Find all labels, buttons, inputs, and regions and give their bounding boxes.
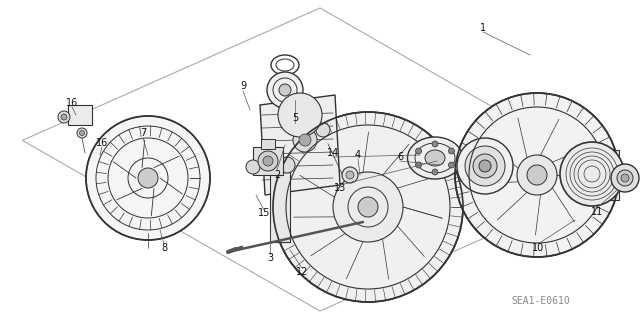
Text: 4: 4 [355,150,361,160]
Text: 9: 9 [240,81,246,91]
Text: 7: 7 [140,128,146,138]
Circle shape [138,168,158,188]
Circle shape [77,128,87,138]
Ellipse shape [408,137,463,179]
Circle shape [279,157,295,173]
Circle shape [258,151,278,171]
Circle shape [449,148,454,154]
Bar [261,139,275,149]
Circle shape [299,134,311,146]
Circle shape [246,160,260,174]
Circle shape [342,167,358,183]
Text: 6: 6 [397,152,403,162]
Circle shape [358,197,378,217]
Circle shape [86,116,210,240]
Circle shape [527,165,547,185]
Circle shape [465,146,505,186]
Circle shape [449,162,454,168]
Polygon shape [260,95,340,195]
Circle shape [316,123,330,137]
Bar [270,172,290,242]
Circle shape [415,148,422,154]
Text: 10: 10 [532,243,544,253]
Text: 16: 16 [66,98,78,108]
Text: 11: 11 [591,207,603,217]
Bar [597,150,619,200]
Circle shape [263,156,273,166]
Circle shape [293,128,317,152]
Ellipse shape [425,150,445,166]
Circle shape [432,169,438,175]
Circle shape [455,93,619,257]
Circle shape [611,164,639,192]
Circle shape [273,112,463,302]
Text: 8: 8 [161,243,167,253]
Circle shape [333,172,403,242]
Circle shape [473,154,497,178]
Circle shape [457,138,513,194]
Text: 5: 5 [292,113,298,123]
Text: 12: 12 [296,267,308,277]
Circle shape [432,141,438,147]
Circle shape [517,155,557,195]
Text: 14: 14 [327,148,339,158]
Bar [68,105,92,125]
Text: 2: 2 [274,170,280,180]
Circle shape [415,162,422,168]
Circle shape [560,142,624,206]
Circle shape [279,84,291,96]
Circle shape [617,170,633,186]
Text: 3: 3 [267,253,273,263]
Bar [253,147,283,175]
Text: 16: 16 [96,138,108,148]
Circle shape [58,111,70,123]
Circle shape [479,160,491,172]
Circle shape [79,130,84,136]
Text: 13: 13 [334,183,346,193]
Text: 1: 1 [480,23,486,33]
Circle shape [346,171,354,179]
Circle shape [621,174,629,182]
Circle shape [278,93,322,137]
Text: SEA1-E0610: SEA1-E0610 [511,296,570,307]
Text: 15: 15 [258,208,270,218]
Circle shape [267,72,303,108]
Circle shape [61,114,67,120]
